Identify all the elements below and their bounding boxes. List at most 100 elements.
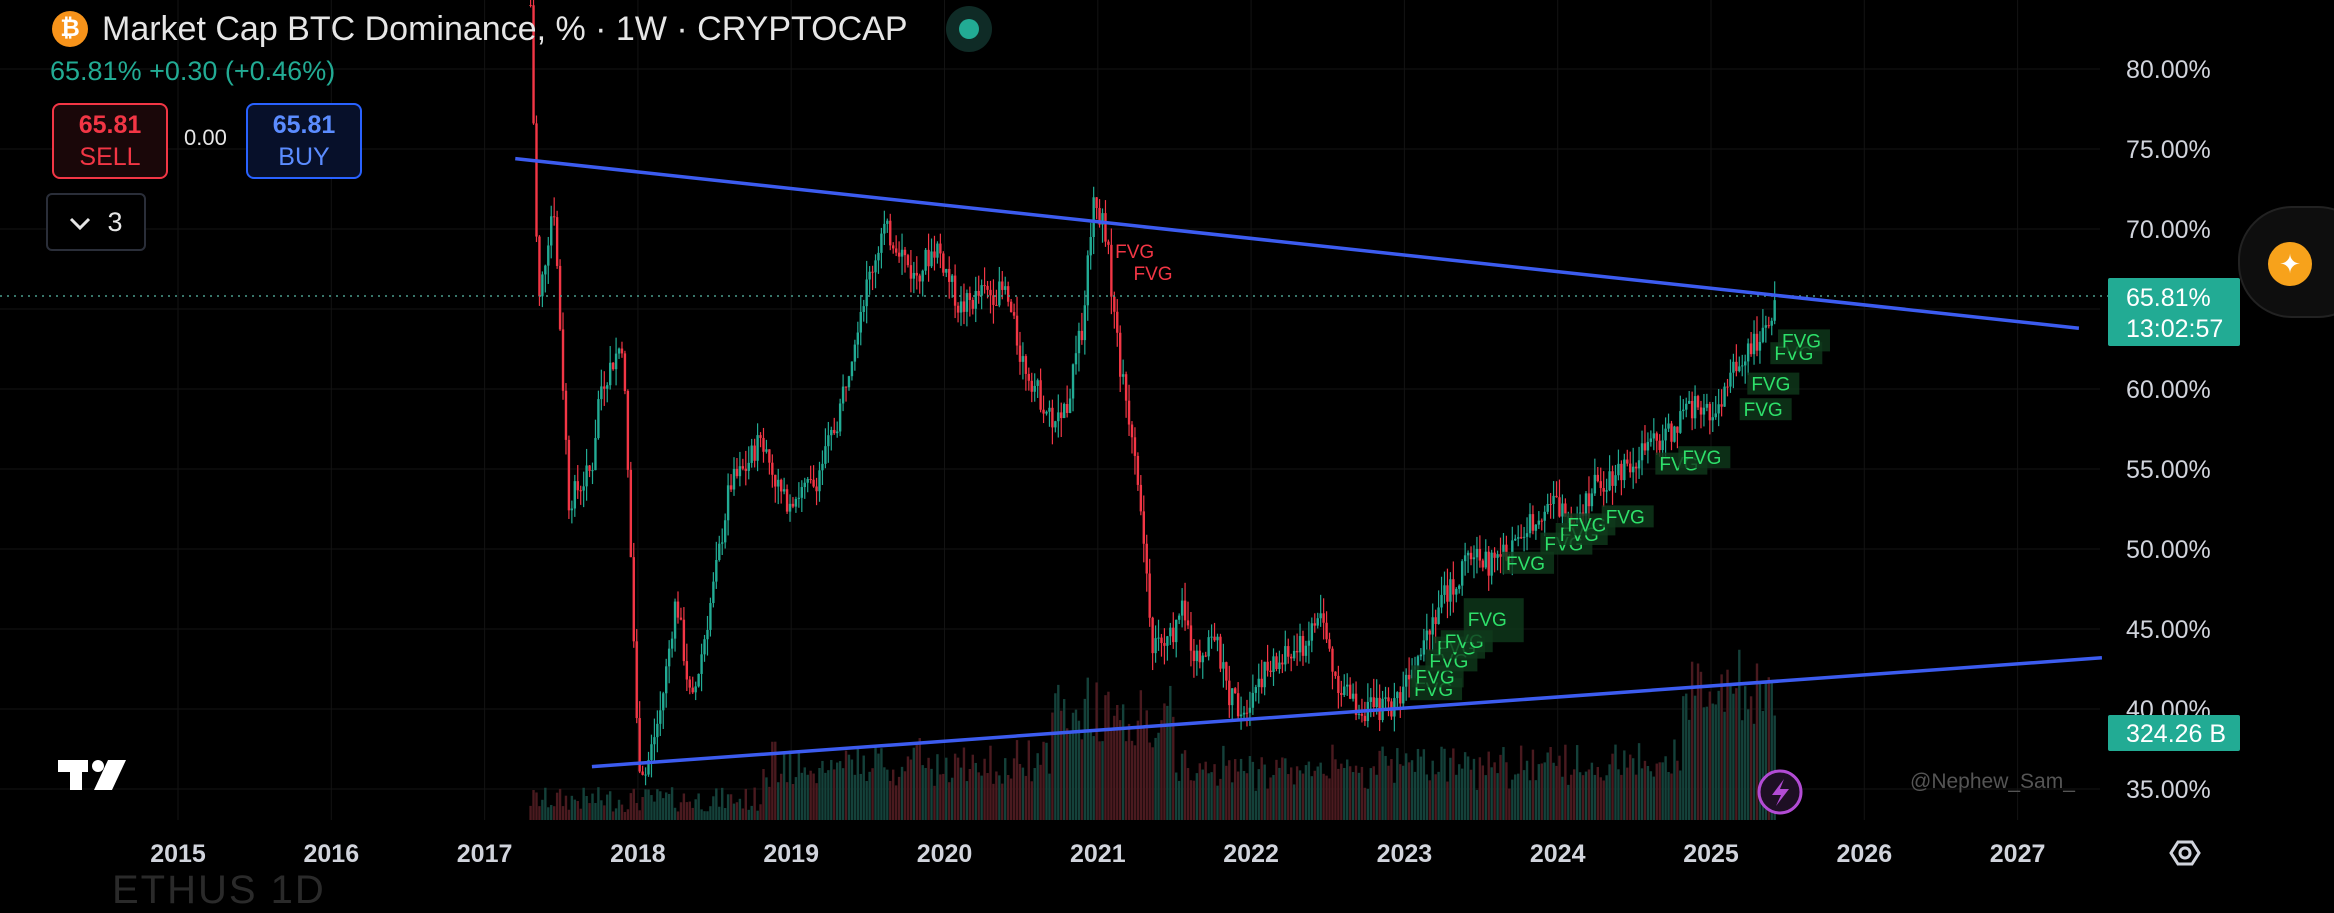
volume-bar: [1676, 760, 1679, 820]
volume-bar: [561, 806, 565, 820]
volume-bar: [980, 775, 983, 820]
candle-body: [844, 386, 848, 388]
candle-body: [1133, 437, 1137, 456]
candle-body: [1207, 637, 1210, 657]
candle-body: [1325, 622, 1328, 640]
volume-bar: [1652, 776, 1656, 820]
candle-body: [1080, 330, 1084, 341]
candle-body: [1045, 411, 1048, 414]
volume-bars: [529, 649, 1776, 820]
fvg-zone: [1463, 598, 1524, 643]
candle-body: [1042, 409, 1045, 414]
volume-tag-value: 324.26 B: [2126, 720, 2226, 748]
candle-body: [1334, 671, 1337, 676]
candle-body: [1127, 400, 1131, 425]
volume-bar: [785, 782, 789, 820]
candle-body: [1599, 481, 1602, 488]
volume-bar: [788, 750, 792, 820]
volume-bar: [1384, 755, 1387, 820]
lightning-icon[interactable]: [1757, 769, 1803, 815]
candle-body: [576, 481, 579, 491]
volume-bar: [1720, 674, 1723, 820]
fvg-zone: [1678, 446, 1731, 469]
y-tick-label: 70.00%: [2126, 216, 2211, 244]
candle-body: [1304, 645, 1308, 656]
volume-bar: [989, 745, 992, 820]
candle-body: [1219, 636, 1222, 669]
settings-icon[interactable]: [2169, 840, 2201, 866]
volume-bar: [818, 767, 821, 820]
volume-bar: [723, 808, 727, 820]
volume-bar: [924, 767, 927, 820]
volume-bar: [1065, 728, 1069, 820]
candle-body: [1269, 670, 1272, 673]
volume-bar: [1148, 742, 1151, 820]
trendline-lower[interactable]: [591, 656, 2103, 769]
volume-bar: [756, 810, 759, 820]
candle-body: [1664, 428, 1667, 441]
accessibility-button[interactable]: ✦: [2238, 206, 2334, 318]
volume-bar: [1071, 712, 1075, 820]
candle-body: [827, 435, 830, 447]
volume-bar: [1169, 685, 1172, 820]
candle-body: [1487, 551, 1490, 576]
candle-body: [709, 603, 712, 630]
volume-bar: [868, 771, 871, 820]
volume-bar: [529, 805, 532, 820]
volume-bar: [1537, 764, 1541, 820]
candle-body: [1493, 552, 1496, 558]
volume-bar: [1670, 773, 1673, 820]
volume-bar: [1390, 759, 1393, 820]
candle-body: [1142, 511, 1145, 544]
volume-bar: [1328, 778, 1331, 820]
trendline-upper[interactable]: [515, 156, 2080, 330]
volume-bar: [894, 785, 898, 820]
volume-bar: [1511, 779, 1514, 820]
candle-body: [1682, 409, 1685, 412]
candle-body: [1319, 613, 1322, 619]
candle-body: [1357, 713, 1361, 715]
volume-bar: [617, 799, 621, 820]
candle-body: [1030, 380, 1033, 392]
volume-bar: [1269, 777, 1272, 820]
volume-bar: [1372, 766, 1375, 820]
candle-body: [1499, 554, 1502, 557]
sell-button[interactable]: 65.81 SELL: [52, 103, 168, 179]
tradingview-logo[interactable]: [58, 760, 126, 790]
volume-bar: [1060, 710, 1063, 820]
candle-body: [830, 429, 833, 436]
volume-bar: [1469, 769, 1473, 820]
candle-body: [552, 216, 556, 218]
candle-body: [1375, 697, 1378, 708]
volume-bar: [1596, 767, 1599, 820]
volume-bar: [1646, 765, 1650, 820]
fvg-label: FVG: [1416, 667, 1455, 688]
candle-body: [1189, 625, 1193, 651]
candle-body: [1449, 579, 1452, 602]
volume-bar: [552, 806, 556, 820]
candle-body: [1351, 693, 1355, 699]
candle-body: [1089, 237, 1092, 256]
volume-bar: [1431, 760, 1434, 820]
fvg-label: FVG: [1751, 375, 1790, 396]
candle-body: [1596, 474, 1599, 482]
candle-body: [1711, 417, 1714, 421]
buy-button[interactable]: 65.81 BUY: [246, 103, 362, 179]
candle-body: [738, 466, 742, 477]
symbol-header[interactable]: ₿ Market Cap BTC Dominance, % · 1W · CRY…: [52, 6, 992, 52]
candle-body: [1298, 636, 1302, 653]
volume-bar: [676, 811, 680, 820]
indicators-toggle[interactable]: 3: [46, 193, 146, 251]
candle-body: [1006, 286, 1010, 302]
candle-body: [838, 403, 842, 432]
candle-body: [968, 293, 972, 300]
volume-bar: [945, 757, 948, 820]
x-tick-label: 2024: [1530, 840, 1586, 868]
volume-bar: [1378, 750, 1381, 820]
candle-body: [638, 718, 641, 772]
volume-bar: [1705, 706, 1709, 820]
volume-bar: [1658, 762, 1661, 820]
volume-bar: [824, 772, 827, 820]
candle-body: [942, 253, 945, 273]
